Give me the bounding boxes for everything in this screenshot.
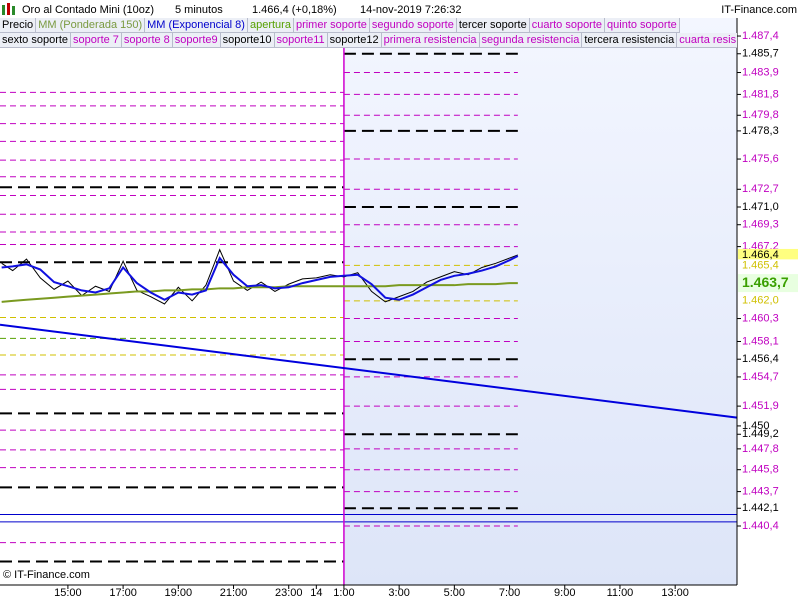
copyright: © IT-Finance.com [3,569,90,581]
x-tick-label: 19:00 [165,587,193,599]
y-tick-label: 1.481,8 [742,88,779,100]
legend-item[interactable]: primer soporte [293,18,370,33]
y-tick-label: 1.442,1 [742,502,779,514]
legend-item[interactable]: soporte10 [220,33,275,48]
x-tick-label: 23:00 [275,587,303,599]
legend-row: sexto soporte soporte 7 soporte 8 soporte9 s… [0,33,737,48]
y-tick-label: 1.478,3 [742,125,779,137]
y-tick-label: 1.487,4 [742,30,779,42]
legend-item[interactable]: Precio [0,18,37,33]
x-tick-label: 13:00 [661,587,689,599]
legend-item[interactable]: cuarto soporte [529,18,606,33]
legend-item[interactable]: soporte 7 [71,33,122,48]
y-tick-label: 1.440,4 [742,520,779,532]
brand: IT-Finance.com [721,4,797,16]
legend-item[interactable]: cuarta resis [677,33,737,48]
y-tick-label: 1.449,2 [742,428,779,440]
legend: Precio MM (Ponderada 150) MM (Exponencial … [0,18,737,48]
legend-item[interactable]: sexto soporte [0,33,72,48]
legend-item[interactable]: soporte12 [327,33,382,48]
price-marker-box [738,259,798,272]
y-tick-label: 1.475,6 [742,153,779,165]
y-tick-label: 1.469,3 [742,219,779,231]
series-line [1,248,519,305]
timestamp: 14-nov-2019 7:26:32 [360,4,462,16]
icon [2,5,5,15]
price-marker-box [738,274,798,293]
x-tick-label: 1:00 [333,587,354,599]
x-tick-label: 5:00 [444,587,465,599]
x-tick-label: 3:00 [388,587,409,599]
price-marker-label: 1.462,0 [742,295,779,307]
legend-item[interactable]: soporte 8 [121,33,173,48]
y-tick-label: 1.472,7 [742,183,779,195]
icon [12,6,15,15]
y-tick-label: 1.460,3 [742,312,779,324]
top-bar [0,0,800,18]
x-tick-label: 17:00 [109,587,137,599]
icon [7,3,10,15]
x-tick-label: 14 [310,587,322,599]
y-tick-label: 1.443,7 [742,486,779,498]
y-tick-label: 1.451,9 [742,400,779,412]
title: Oro al Contado Mini (10oz) [22,4,154,16]
legend-row: Precio MM (Ponderada 150) MM (Exponencial … [0,18,737,33]
legend-item[interactable]: tercer soporte [456,18,530,33]
y-tick-label: 1.458,1 [742,335,779,347]
legend-item[interactable]: segunda resistencia [479,33,583,48]
session-background [343,18,737,585]
price-marker-box [738,294,798,307]
price-marker-label: 1.465,4 [742,259,779,271]
y-tick-label: 1.450 [742,420,770,432]
legend-item[interactable]: tercera resistencia [582,33,678,48]
legend-item[interactable]: primera resistencia [381,33,480,48]
x-tick-label: 7:00 [499,587,520,599]
y-tick-label: 1.471,0 [742,201,779,213]
x-tick-label: 21:00 [220,587,248,599]
series-line [1,255,519,301]
y-tick-label: 1.485,7 [742,48,779,60]
legend-item[interactable]: quinto soporte [605,18,680,33]
y-tick-label: 1.456,4 [742,353,779,365]
legend-item[interactable]: soporte9 [172,33,221,48]
trendline [0,323,738,419]
quote: 1.466,4 (+0,18%) [252,4,337,16]
y-tick-label: 1.483,9 [742,66,779,78]
legend-item[interactable]: apertura [247,18,294,33]
y-tick-label: 1.454,7 [742,371,779,383]
y-tick-label: 1.447,8 [742,443,779,455]
interval: 5 minutos [175,4,223,16]
legend-item[interactable]: MM (Ponderada 150) [36,18,146,33]
x-tick-label: 15:00 [54,587,82,599]
price-marker-label: 1.463,7 [742,274,789,290]
series-line [1,282,518,303]
legend-item[interactable]: soporte11 [274,33,328,48]
x-tick-label: 9:00 [554,587,575,599]
legend-item[interactable]: segundo soporte [369,18,457,33]
price-marker-box [738,248,798,261]
price-marker-label: 1.466,4 [742,249,779,261]
x-tick-label: 11:00 [607,587,634,599]
y-tick-label: 1.479,8 [742,109,779,121]
y-tick-label: 1.445,8 [742,464,779,476]
legend-item[interactable]: MM (Exponencial 8) [145,18,248,33]
